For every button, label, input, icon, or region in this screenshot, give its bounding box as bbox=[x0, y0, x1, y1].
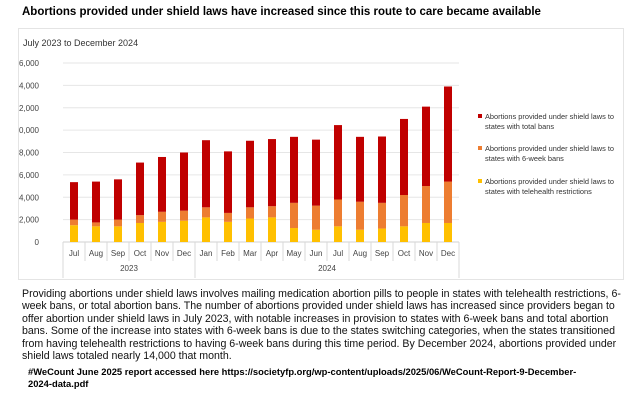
bar-segment bbox=[70, 219, 78, 226]
bar-segment bbox=[356, 136, 364, 202]
bar-segment bbox=[444, 222, 452, 242]
x-tick-label: Nov bbox=[155, 249, 169, 258]
legend-label: Abortions provided under shield laws to s… bbox=[485, 144, 614, 163]
bar-segment bbox=[136, 215, 144, 223]
bar-segment bbox=[224, 212, 232, 222]
bar-segment bbox=[444, 86, 452, 182]
bar-segment bbox=[136, 222, 144, 242]
legend-swatch bbox=[478, 179, 482, 183]
year-label: 2024 bbox=[318, 264, 336, 273]
bar-segment bbox=[202, 217, 210, 242]
legend-label: Abortions provided under shield laws to s… bbox=[485, 112, 614, 131]
x-tick-label: Mar bbox=[243, 249, 257, 258]
chart: July 2023 to December 2024 0 2,000 4,000 6,0… bbox=[18, 28, 624, 280]
bar-segment bbox=[202, 207, 210, 218]
bar-segment bbox=[312, 139, 320, 206]
page-title: Abortions provided under shield laws hav… bbox=[22, 6, 541, 18]
y-tick-label: 4,000 bbox=[19, 193, 40, 202]
bar-segment bbox=[422, 222, 430, 242]
description-paragraph: Providing abortions under shield laws in… bbox=[22, 288, 621, 363]
legend-label: Abortions provided under shield laws to s… bbox=[485, 177, 614, 196]
year-label: 2023 bbox=[120, 264, 138, 273]
bar-segment bbox=[378, 202, 386, 229]
text-section: Providing abortions under shield laws in… bbox=[22, 288, 630, 390]
x-tick-label: Nov bbox=[419, 249, 433, 258]
x-tick-label: Oct bbox=[134, 249, 147, 258]
y-tick-label: 10,000 bbox=[19, 126, 40, 135]
x-tick-label: Jan bbox=[200, 249, 213, 258]
bar-segment bbox=[114, 219, 122, 227]
chart-svg: July 2023 to December 2024 0 2,000 4,000 6,0… bbox=[19, 38, 614, 278]
bar-segment bbox=[356, 229, 364, 242]
bar-segment bbox=[334, 199, 342, 227]
x-tick-label: Jul bbox=[69, 249, 79, 258]
bar-segment bbox=[356, 201, 364, 230]
bar-segment bbox=[224, 221, 232, 242]
y-tick-label: 0 bbox=[35, 238, 40, 247]
bar-segment bbox=[378, 228, 386, 242]
bar-segment bbox=[246, 218, 254, 242]
x-tick-label: May bbox=[286, 249, 301, 258]
bar-segment bbox=[224, 151, 232, 213]
bar-segment bbox=[70, 182, 78, 220]
bar-segment bbox=[246, 207, 254, 219]
x-tick-label: Dec bbox=[177, 249, 191, 258]
legend-swatch bbox=[478, 114, 482, 118]
bar-segment bbox=[334, 226, 342, 242]
bar-segment bbox=[422, 106, 430, 187]
x-tick-label: Jun bbox=[310, 249, 323, 258]
x-tick-label: Sep bbox=[375, 249, 390, 258]
bar-segment bbox=[158, 221, 166, 242]
y-tick-label: 6,000 bbox=[19, 171, 40, 180]
bar-segment bbox=[92, 226, 100, 242]
legend-swatch bbox=[478, 146, 482, 150]
bar-segment bbox=[92, 181, 100, 223]
x-tick-label: Feb bbox=[221, 249, 235, 258]
bar-segment bbox=[202, 140, 210, 208]
bar-segment bbox=[290, 136, 298, 203]
x-tick-label: Oct bbox=[398, 249, 411, 258]
bar-segment bbox=[378, 136, 386, 203]
bar-segment bbox=[114, 226, 122, 242]
bar-segment bbox=[180, 220, 188, 242]
bar-segment bbox=[180, 152, 188, 211]
bar-segment bbox=[422, 186, 430, 223]
y-tick-label: 12,000 bbox=[19, 104, 40, 113]
x-tick-label: Aug bbox=[353, 249, 367, 258]
bar-segment bbox=[400, 195, 408, 227]
bar-segment bbox=[312, 205, 320, 230]
x-tick-label: Jul bbox=[333, 249, 343, 258]
bar-segment bbox=[400, 118, 408, 196]
bar-segment bbox=[180, 210, 188, 221]
bar-segment bbox=[334, 125, 342, 200]
bar-segment bbox=[290, 228, 298, 242]
x-tick-label: Apr bbox=[266, 249, 279, 258]
bar-segment bbox=[268, 217, 276, 242]
bar-segment bbox=[114, 179, 122, 220]
bar-segment bbox=[312, 229, 320, 242]
y-tick-label: 2,000 bbox=[19, 216, 40, 225]
bar-segment bbox=[246, 140, 254, 208]
x-tick-label: Sep bbox=[111, 249, 126, 258]
x-tick-label: Aug bbox=[89, 249, 103, 258]
x-tick-label: Dec bbox=[441, 249, 455, 258]
chart-subtitle: July 2023 to December 2024 bbox=[23, 38, 138, 48]
source-note: #WeCount June 2025 report accessed here … bbox=[28, 366, 577, 390]
y-tick-label: 8,000 bbox=[19, 149, 40, 158]
bar-segment bbox=[400, 226, 408, 242]
bar-segment bbox=[268, 139, 276, 207]
bar-segment bbox=[92, 222, 100, 227]
bar-segment bbox=[290, 202, 298, 229]
bar-segment bbox=[136, 162, 144, 216]
y-tick-label: 16,000 bbox=[19, 59, 40, 68]
bar-segment bbox=[158, 156, 166, 212]
bar-segment bbox=[268, 206, 276, 218]
y-tick-label: 14,000 bbox=[19, 81, 40, 90]
bar-segment bbox=[70, 225, 78, 242]
bar-segment bbox=[158, 211, 166, 222]
bar-segment bbox=[444, 181, 452, 223]
